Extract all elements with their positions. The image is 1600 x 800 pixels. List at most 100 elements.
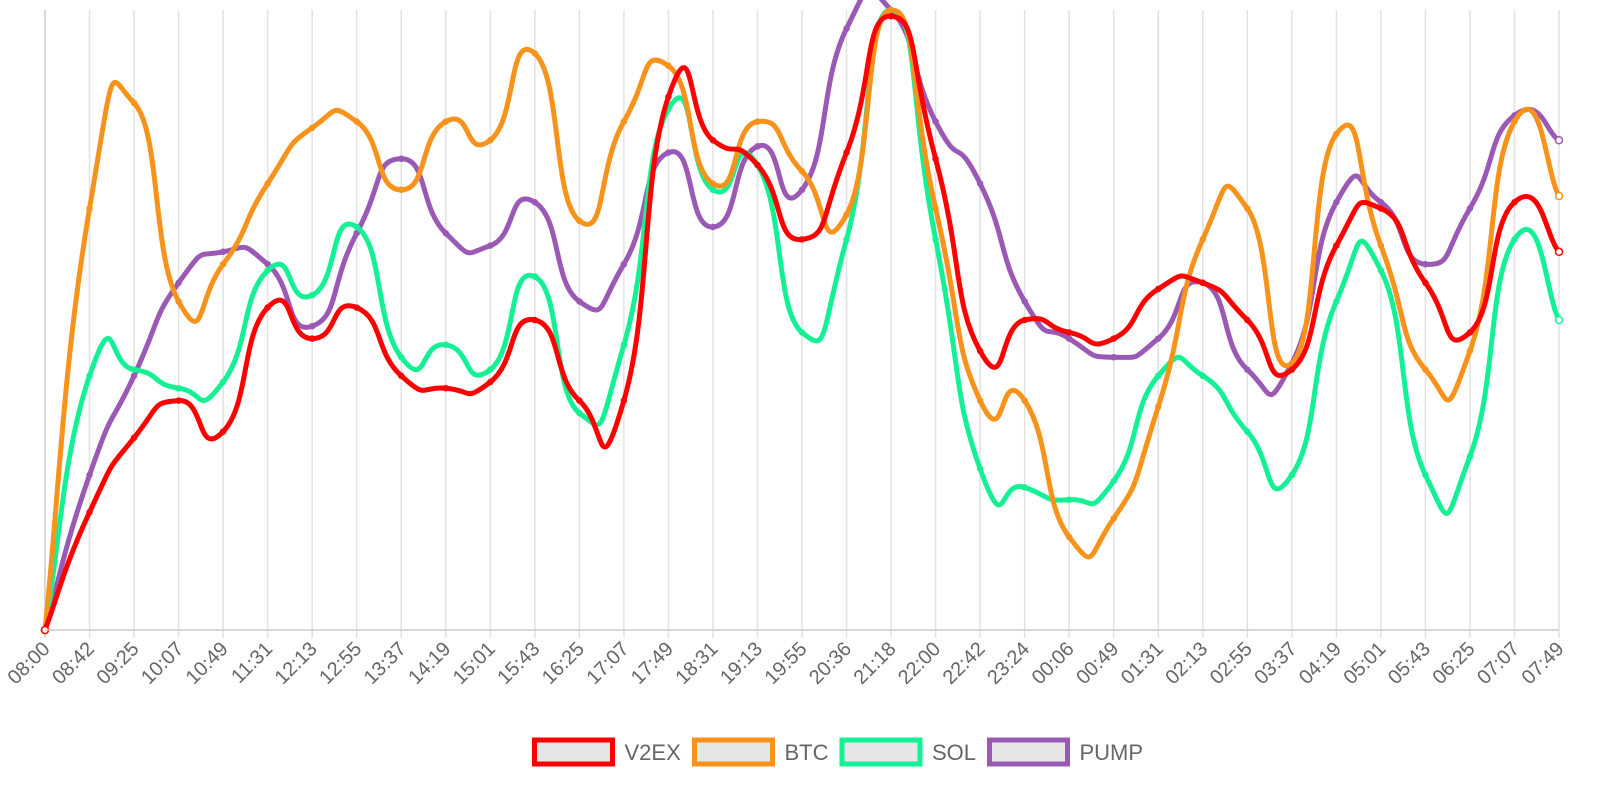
data-point-pump — [353, 229, 360, 237]
data-point-btc — [130, 99, 138, 107]
data-point-v2ex — [1065, 329, 1073, 336]
data-point-sol — [1288, 471, 1296, 479]
data-point-sol — [86, 372, 93, 380]
data-point-v2ex — [1199, 279, 1207, 287]
x-tick-label: 08:00 — [4, 638, 55, 689]
x-tick-label: 17:07 — [582, 638, 633, 689]
x-tick-label: 22:42 — [939, 638, 990, 689]
data-point-btc — [1021, 397, 1028, 404]
data-point-pump — [1466, 205, 1474, 212]
data-point-pump — [798, 186, 806, 194]
series-btc — [40, 6, 1564, 635]
data-point-pump — [1377, 198, 1385, 206]
data-point-btc — [442, 118, 450, 125]
data-point-pump — [665, 149, 672, 156]
data-point-btc — [709, 180, 717, 187]
data-point-sol — [219, 378, 227, 386]
data-point-v2ex — [175, 397, 182, 404]
data-point-btc — [1154, 403, 1162, 411]
series-layer — [40, 0, 1564, 635]
legend-swatch-sol — [839, 737, 923, 767]
x-tick-label: 04:19 — [1295, 638, 1346, 689]
data-point-v2ex — [620, 397, 628, 404]
data-point-pump — [130, 372, 138, 380]
data-point-v2ex — [1422, 279, 1429, 287]
data-point-v2ex — [130, 434, 138, 442]
grid — [44, 10, 1560, 638]
data-point-sol — [620, 341, 628, 349]
data-point-v2ex — [531, 316, 539, 324]
data-point-sol — [1511, 236, 1518, 243]
data-point-v2ex — [843, 149, 850, 156]
x-tick-label: 20:36 — [805, 638, 856, 689]
data-point-btc — [1110, 515, 1117, 522]
legend-item-pump[interactable]: PUMP — [987, 737, 1144, 767]
data-point-pump — [1154, 335, 1162, 342]
data-point-btc — [754, 118, 761, 125]
x-tick-label: 19:13 — [716, 638, 767, 689]
data-point-v2ex — [308, 335, 316, 342]
data-point-sol — [1154, 372, 1162, 380]
data-point-sol — [1021, 484, 1028, 491]
data-point-pump — [487, 242, 494, 249]
x-tick-label: 12:55 — [315, 638, 366, 689]
data-point-pump — [1110, 353, 1117, 361]
data-point-sol — [843, 236, 850, 243]
x-tick-label: 21:18 — [850, 638, 901, 689]
data-point-sol — [1377, 267, 1385, 274]
data-point-sol — [1110, 477, 1117, 485]
data-point-btc — [487, 136, 494, 144]
x-tick-label: 22:00 — [894, 638, 945, 689]
data-point-btc — [665, 62, 672, 70]
legend-item-btc[interactable]: BTC — [692, 737, 829, 767]
data-point-v2ex — [709, 136, 717, 144]
data-point-sol — [397, 353, 405, 361]
data-point-v2ex — [219, 428, 227, 435]
data-point-btc — [932, 205, 939, 212]
series-line-v2ex — [42, 13, 1562, 633]
data-point-pump — [576, 298, 583, 305]
data-point-btc — [353, 118, 360, 125]
data-point-sol — [264, 267, 271, 274]
x-tick-label: 13:37 — [360, 638, 411, 689]
data-point-pump — [531, 198, 539, 206]
data-point-pump — [219, 248, 227, 256]
data-point-btc — [397, 186, 405, 194]
data-point-sol — [130, 366, 138, 373]
data-point-pump — [932, 118, 939, 125]
data-point-pump — [1021, 298, 1028, 305]
data-point-v2ex — [1021, 316, 1028, 324]
data-point-pump — [1244, 366, 1251, 373]
data-point-pump — [442, 229, 450, 237]
data-point-pump — [843, 25, 850, 32]
x-tick-label: 17:49 — [627, 638, 678, 689]
legend-swatch-pump — [987, 737, 1070, 767]
series-v2ex — [40, 12, 1564, 635]
legend-label-sol: SOL — [932, 740, 976, 765]
legend-item-v2ex[interactable]: V2EX — [532, 737, 682, 767]
data-point-pump — [308, 322, 316, 330]
data-point-sol — [175, 384, 182, 392]
data-point-btc — [576, 217, 583, 225]
data-point-v2ex — [1466, 329, 1474, 336]
data-point-v2ex — [1154, 285, 1162, 293]
data-point-sol — [1422, 471, 1429, 479]
data-point-sol — [1554, 315, 1564, 325]
x-tick-label: 16:25 — [538, 638, 589, 689]
legend-item-sol[interactable]: SOL — [839, 737, 976, 767]
data-point-v2ex — [397, 372, 405, 380]
data-point-btc — [1288, 360, 1296, 367]
x-tick-label: 00:06 — [1028, 638, 1079, 689]
data-point-v2ex — [1288, 366, 1296, 373]
x-tick-label: 05:43 — [1384, 638, 1435, 689]
data-point-btc — [308, 124, 316, 132]
data-point-v2ex — [353, 304, 360, 311]
data-point-btc — [1065, 533, 1073, 541]
x-tick-label: 23:24 — [983, 638, 1034, 689]
data-point-btc — [1554, 191, 1564, 201]
data-point-v2ex — [1554, 247, 1564, 257]
data-point-btc — [1466, 347, 1474, 355]
data-point-btc — [887, 6, 895, 14]
x-tick-label: 09:25 — [93, 638, 144, 689]
